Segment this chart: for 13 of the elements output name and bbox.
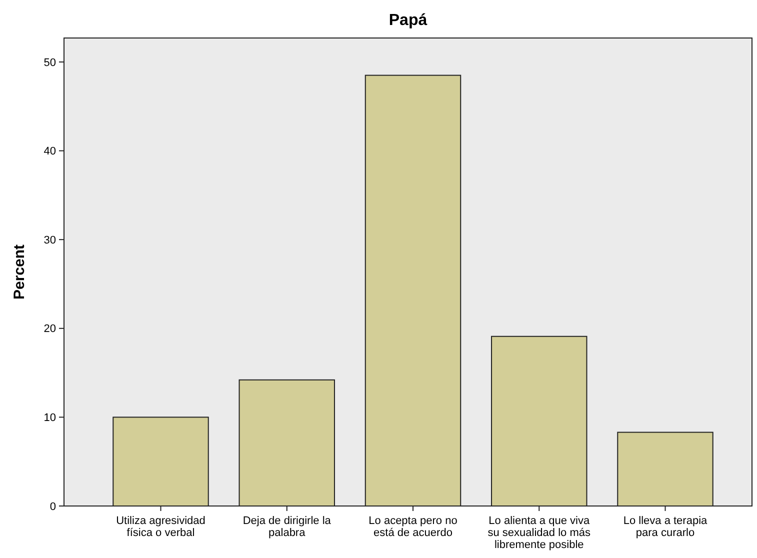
x-tick-label: Lo alienta a que viva su sexualidad lo más libremente posible <box>488 515 591 551</box>
chart-title: Papá <box>388 12 428 29</box>
y-tick-label: 50 <box>44 56 56 69</box>
y-axis-title: Percent <box>11 244 28 300</box>
y-tick-label: 30 <box>44 234 56 246</box>
x-tick-label: Utiliza agresividad física o verbal <box>116 515 206 539</box>
y-tick-label: 40 <box>44 146 56 158</box>
y-tick-label: 20 <box>44 323 56 336</box>
x-tick-label: Lo lleva a terapia para curarlo <box>623 515 708 539</box>
y-tick-label: 0 <box>50 500 56 513</box>
x-tick-label: Lo acepta pero no está de acuerdo <box>368 515 458 539</box>
y-tick-label: 10 <box>44 412 56 424</box>
x-tick-label: Deja de dirigirle la palabra <box>242 515 332 539</box>
